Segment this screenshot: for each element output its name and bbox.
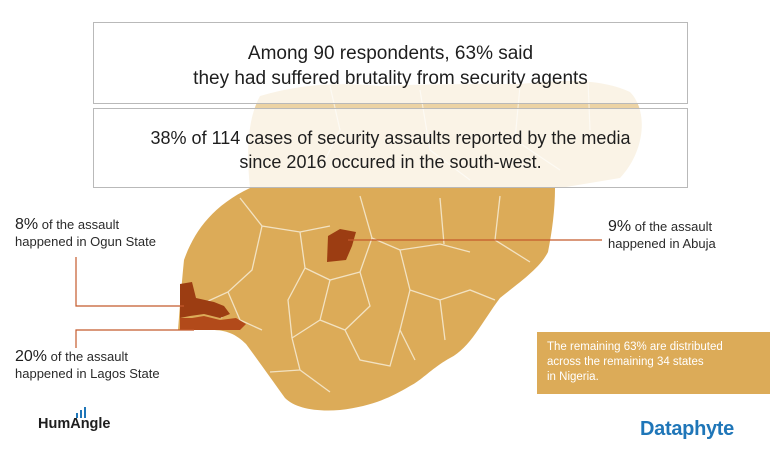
- signal-bars-icon: [76, 402, 111, 418]
- lagos-highlight: [180, 316, 246, 330]
- state-borders: [205, 195, 531, 393]
- lagos-leader-line: [75, 329, 194, 348]
- remaining-note-line-1: The remaining 63% are distributed: [547, 341, 723, 353]
- headline-2-line-1: 38% of 114 cases of security assaults re…: [150, 128, 631, 148]
- ogun-highlight: [180, 282, 230, 318]
- callout-abuja-text-1: of the assault: [631, 219, 713, 234]
- callout-ogun-text-2: happened in Ogun State: [15, 234, 156, 249]
- callout-lagos-percent: 20%: [15, 348, 48, 365]
- ogun-leader-line: [75, 257, 184, 307]
- headline-2-line-2: since 2016 occured in the south-west.: [239, 152, 542, 172]
- humangle-wordmark: HumAngle: [38, 416, 111, 432]
- callout-lagos-text-2: happened in Lagos State: [15, 366, 160, 381]
- callout-abuja: 9% of the assault happened in Abuja: [608, 218, 778, 252]
- remaining-note-line-2: across the remaining 34 states: [547, 356, 704, 368]
- remaining-states-note: The remaining 63% are distributed across…: [537, 332, 770, 394]
- headline-box-media-cases: 38% of 114 cases of security assaults re…: [93, 108, 688, 188]
- callout-ogun-text-1: of the assault: [38, 217, 120, 232]
- headline-1-line-2: they had suffered brutality from securit…: [193, 68, 588, 89]
- callout-lagos-text-1: of the assault: [47, 349, 128, 364]
- callout-lagos: 20% of the assault happened in Lagos Sta…: [15, 348, 235, 382]
- headline-box-respondents: Among 90 respondents, 63% said they had …: [93, 22, 688, 104]
- nigeria-outline: [178, 188, 555, 411]
- dataphyte-wordmark: Dataphyte: [640, 418, 734, 440]
- humangle-logo: HumAngle: [38, 402, 111, 432]
- callout-abuja-text-2: happened in Abuja: [608, 236, 716, 251]
- callout-ogun: 8% of the assault happened in Ogun State: [15, 216, 215, 250]
- callout-ogun-percent: 8%: [15, 216, 39, 233]
- remaining-note-line-3: in Nigeria.: [547, 371, 599, 383]
- headline-1-line-1: Among 90 respondents, 63% said: [247, 43, 534, 64]
- leader-lines: [75, 239, 602, 348]
- callout-abuja-percent: 9%: [608, 218, 632, 235]
- dataphyte-logo: Dataphyte: [640, 418, 734, 441]
- abuja-highlight: [327, 229, 356, 262]
